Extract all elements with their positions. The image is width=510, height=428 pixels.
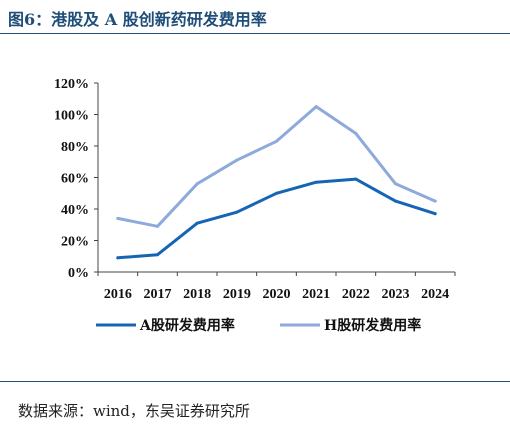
series-1-point: [235, 158, 239, 162]
figure-title: 图6：港股及 A 股创新药研发费用率: [8, 10, 267, 29]
series-1-point: [116, 216, 120, 220]
series-1-point: [433, 199, 437, 203]
series-1-point: [354, 131, 358, 135]
x-tick-label: 2023: [382, 287, 410, 302]
series-1-point: [275, 139, 278, 143]
series-0-point: [156, 253, 159, 257]
series-0-point: [354, 177, 358, 181]
y-tick-label: 100%: [54, 109, 89, 124]
series-0-point: [195, 221, 199, 225]
x-tick-label: 2024: [421, 287, 449, 302]
series-line-1: [116, 105, 437, 228]
y-tick-label: 40%: [61, 203, 89, 218]
chart-series: [116, 105, 437, 260]
x-tick-label: 2020: [263, 287, 291, 302]
line-chart: 0%20%40%60%80%100%120% 2016 2017 2018 2019 2…: [54, 77, 456, 334]
footer-divider: [0, 381, 510, 382]
series-1-point: [394, 182, 397, 186]
y-tick-label: 80%: [61, 140, 89, 155]
legend-label-0: A股研发费用率: [139, 317, 235, 334]
series-0-point: [433, 212, 437, 216]
y-tick-label: 120%: [54, 77, 89, 92]
x-tick-label: 2018: [183, 287, 211, 302]
series-0-point: [394, 199, 397, 203]
series-0-point: [235, 210, 239, 214]
series-1-point: [195, 182, 199, 186]
x-tick-label: 2022: [342, 287, 370, 302]
y-tick-label: 0%: [68, 266, 89, 281]
legend-label-1: H股研发费用率: [324, 317, 421, 334]
series-1-point: [314, 105, 318, 109]
x-tick-label: 2021: [302, 287, 330, 302]
x-tick-label: 2016: [104, 287, 132, 302]
series-1-point: [156, 224, 159, 228]
x-axis-ticks: 2016 2017 2018 2019 2020 2021 2022 2023 2024: [97, 272, 456, 302]
chart-axes: [97, 83, 455, 273]
series-0-point: [314, 180, 318, 184]
y-axis-ticks: 0% 20% 40% 60% 80% 100% 120%: [54, 77, 98, 281]
x-tick-label: 2019: [223, 287, 251, 302]
y-tick-label: 60%: [61, 172, 89, 187]
series-0-point: [275, 191, 278, 195]
title-divider: [0, 33, 510, 34]
source-note: 数据来源：wind，东吴证券研究所: [18, 402, 250, 420]
y-tick-label: 20%: [61, 235, 89, 250]
x-tick-label: 2017: [144, 287, 172, 302]
series-0-point: [116, 256, 120, 260]
chart-legend: A股研发费用率 H股研发费用率: [96, 317, 421, 334]
